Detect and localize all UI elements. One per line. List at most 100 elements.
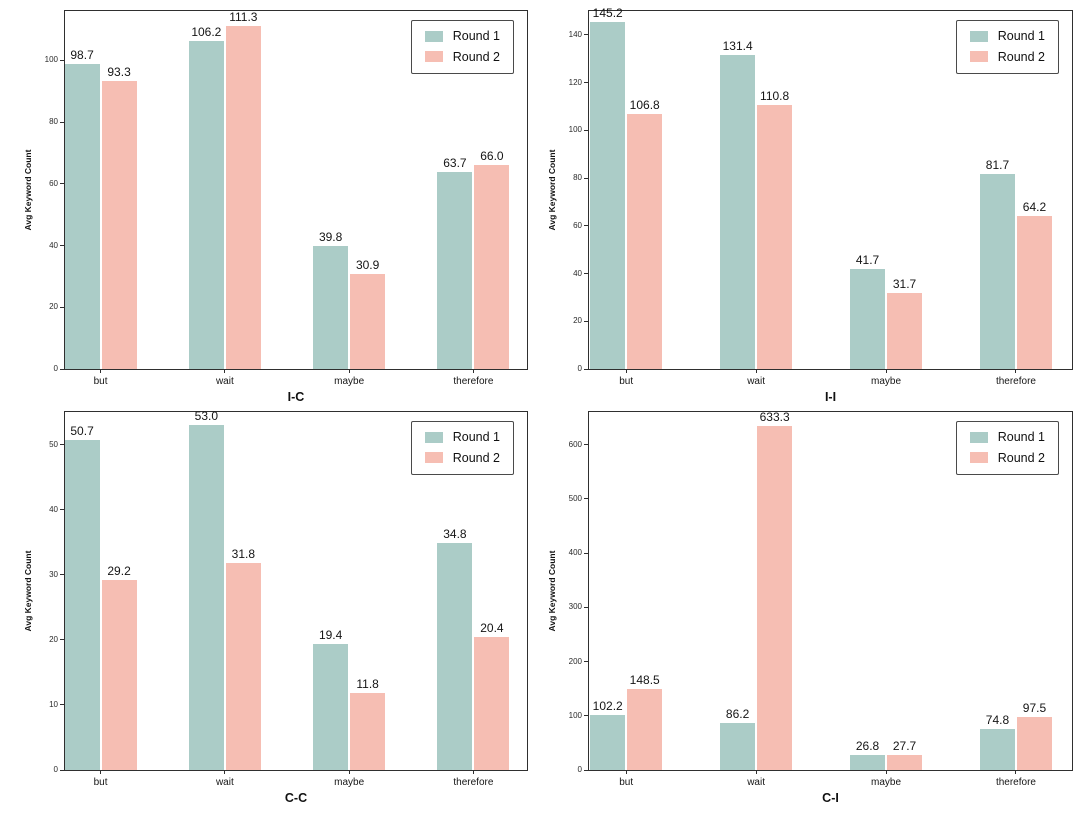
y-tick-mark [584,82,588,84]
bar-round-2-therefore [474,637,510,770]
bar-round-1-therefore [979,729,1015,770]
y-tick-label: 60 [49,178,58,188]
bar-value-round-2-maybe: 31.7 [892,277,917,292]
bar-value-round-2-but: 148.5 [629,673,660,688]
bar-round-1-maybe [850,269,886,369]
bar-round-2-maybe [350,693,386,770]
y-tick-label: 20 [49,634,58,644]
x-tick-label-therefore: therefore [995,777,1036,788]
bar-round-1-wait [720,723,756,770]
y-tick-label: 30 [49,569,58,579]
bar-round-1-maybe [850,755,886,770]
x-tick-mark [625,369,627,373]
legend-color-patch-round-2 [424,452,443,464]
x-tick-label-wait: wait [747,376,765,387]
legend-label-round-1: Round 1 [452,430,500,444]
x-tick-label-wait: wait [215,376,234,387]
x-tick-mark [100,770,102,774]
bar-round-2-maybe [887,293,923,369]
x-tick-label-maybe: maybe [334,777,365,788]
y-tick-label: 10 [49,699,58,709]
legend-label-round-2: Round 2 [997,450,1045,465]
y-tick-label: 600 [568,439,582,449]
legend-label-round-1: Round 1 [997,29,1045,43]
legend-color-patch-round-1 [424,431,443,443]
bar-value-round-1-maybe: 39.8 [318,230,343,245]
x-tick-label-wait: wait [215,777,234,788]
legend-label-round-1: Round 1 [997,430,1045,444]
bar-value-round-1-maybe: 26.8 [855,739,880,754]
x-axis-title-i-c: I-C [287,390,305,404]
bar-value-round-1-but: 50.7 [70,424,94,438]
bar-round-2-but [627,114,663,369]
bar-value-round-1-but: 98.7 [70,48,94,63]
y-tick-mark [60,59,64,61]
bar-value-round-1-wait: 53.0 [194,409,219,424]
x-tick-mark [348,369,350,373]
bar-round-2-but [101,81,137,369]
x-tick-label-wait: wait [747,777,765,788]
legend-label-round-2: Round 2 [452,49,500,64]
bar-round-2-therefore [1016,717,1052,770]
y-tick-label: 60 [573,220,582,230]
legend-color-patch-round-1 [424,30,443,42]
bar-value-round-1-therefore: 34.8 [443,527,467,542]
y-tick-mark [60,509,64,511]
x-tick-label-therefore: therefore [995,376,1036,387]
legend-item-round-2: Round 2 [969,450,1045,465]
y-tick-mark [60,306,64,308]
y-tick-label: 200 [568,656,582,666]
y-tick-label: 80 [573,173,582,183]
bar-round-1-therefore [979,174,1015,369]
y-tick-label: 300 [568,602,582,612]
bar-value-round-1-but: 102.2 [592,698,623,713]
y-tick-mark [584,177,588,179]
legend-label-round-2: Round 2 [452,450,500,465]
bar-round-1-but [590,714,626,770]
bar-value-round-2-but: 29.2 [107,563,131,578]
bar-round-2-therefore [474,165,510,369]
y-tick-mark [584,552,588,554]
y-tick-mark [60,183,64,185]
bar-value-round-2-but: 93.3 [107,65,131,80]
bar-round-2-wait [757,426,793,770]
bar-value-round-2-but: 106.8 [629,98,660,113]
bar-round-2-maybe [887,754,923,770]
bar-round-2-maybe [350,273,386,369]
bar-value-round-2-maybe: 11.8 [356,677,379,692]
bar-round-1-therefore [437,172,473,369]
bar-round-1-wait [188,425,224,770]
bar-value-round-1-therefore: 74.8 [985,713,1010,728]
y-tick-label: 0 [53,364,58,373]
bar-round-2-wait [225,25,261,369]
x-tick-mark [625,770,627,774]
legend: Round 1 Round 2 [410,20,514,74]
bar-round-1-therefore [437,543,473,770]
y-tick-mark [60,769,64,771]
bar-value-round-1-maybe: 41.7 [855,253,880,268]
y-tick-mark [584,368,588,370]
legend-item-round-1: Round 1 [424,30,500,43]
x-tick-label-therefore: therefore [453,376,494,387]
axes-c-c: Avg Keyword Count 0 10 20 30 40 50 but 50.7 29.2 w… [23,409,528,804]
bar-round-1-but [64,64,100,369]
bar-round-2-but [627,689,663,770]
legend: Round 1 Round 2 [410,421,514,475]
y-tick-label: 500 [568,493,582,503]
x-tick-label-maybe: maybe [871,376,902,387]
bar-value-round-2-wait: 111.3 [229,9,258,24]
y-tick-label: 80 [49,117,58,127]
y-axis-label: Avg Keyword Count [22,550,33,632]
x-tick-mark [1015,770,1017,774]
x-tick-label-but: but [93,376,108,387]
y-tick-mark [584,769,588,771]
x-tick-mark [472,770,474,774]
x-tick-label-therefore: therefore [453,777,494,788]
bar-value-round-1-maybe: 19.4 [318,627,343,642]
x-tick-mark [885,770,887,774]
legend-color-patch-round-1 [969,431,988,443]
bar-round-2-but [101,579,137,770]
y-tick-mark [584,273,588,275]
y-tick-label: 40 [573,268,582,278]
